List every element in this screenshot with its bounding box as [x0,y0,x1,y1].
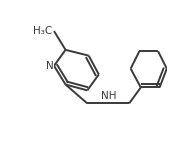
Text: NH: NH [101,91,117,101]
Text: N: N [46,61,53,71]
Text: H₃C: H₃C [33,26,53,36]
